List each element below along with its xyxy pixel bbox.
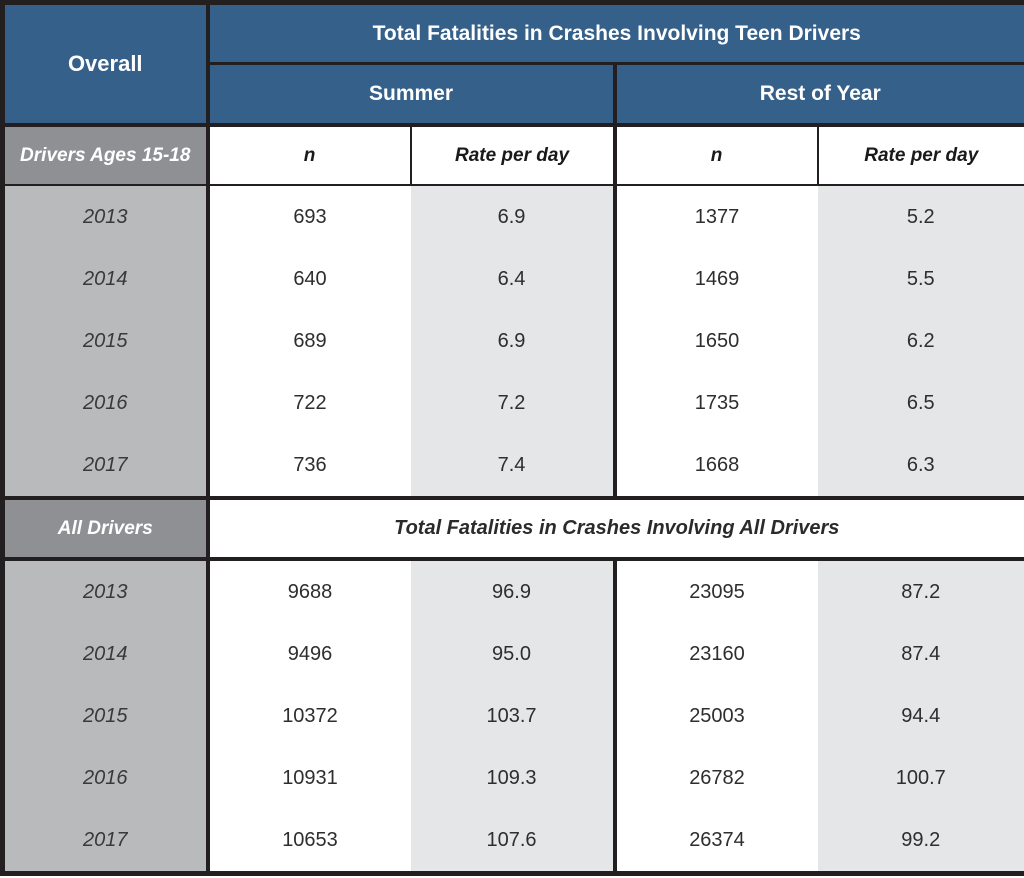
summer-rate-cell: 6.4	[410, 248, 617, 310]
rest-of-year-rate-cell: 6.3	[817, 434, 1024, 500]
table-row: 2014 9496 95.0 23160 87.4	[2, 623, 1024, 685]
rest-of-year-n-cell: 1668	[614, 434, 818, 500]
header-row-groups: Summer Rest of Year	[3, 63, 1024, 127]
year-cell: 2013	[2, 559, 210, 623]
summer-rate-cell: 109.3	[410, 747, 617, 809]
summer-rate-cell: 6.9	[410, 185, 617, 248]
rest-of-year-rate-cell: 5.5	[817, 248, 1024, 310]
summer-n-header: n	[207, 125, 412, 186]
table-row: 2016 722 7.2 1735 6.5	[2, 372, 1024, 434]
rest-of-year-rate-cell: 94.4	[817, 685, 1024, 747]
summer-n-cell: 736	[207, 434, 411, 500]
teen-row-header: Drivers Ages 15-18	[2, 125, 210, 186]
summer-n-cell: 9496	[207, 623, 411, 685]
year-cell: 2014	[2, 248, 210, 310]
table-row: 2015 689 6.9 1650 6.2	[2, 310, 1024, 372]
all-drivers-band: All Drivers Total Fatalities in Crashes …	[2, 498, 1024, 561]
rest-of-year-n-cell: 26782	[614, 747, 818, 809]
summer-rate-cell: 95.0	[410, 623, 617, 685]
summer-n-cell: 9688	[207, 559, 411, 623]
rest-of-year-rate-cell: 100.7	[817, 747, 1024, 809]
rest-of-year-rate-cell: 87.4	[817, 623, 1024, 685]
summer-rate-cell: 107.6	[410, 809, 617, 874]
teen-drivers-rows: 2013 693 6.9 1377 5.2 2014 640 6.4 1469 5.5 2015 68…	[2, 185, 1024, 500]
rest-of-year-rate-header: Rate per day	[817, 125, 1024, 186]
rest-of-year-n-cell: 1469	[614, 248, 818, 310]
year-cell: 2017	[2, 434, 210, 500]
rest-of-year-rate-cell: 6.2	[817, 310, 1024, 372]
rest-of-year-rate-cell: 99.2	[817, 809, 1024, 874]
year-cell: 2015	[2, 685, 210, 747]
rest-of-year-n-cell: 1650	[614, 310, 818, 372]
table-row: 2013 9688 96.9 23095 87.2	[2, 559, 1024, 623]
all-drivers-section-title: Total Fatalities in Crashes Involving Al…	[207, 498, 1024, 561]
rest-of-year-n-header: n	[614, 125, 819, 186]
header-row-columns: Drivers Ages 15-18 n Rate per day n Rate…	[2, 125, 1024, 186]
summer-group-header: Summer	[207, 63, 617, 127]
table-row: 2014 640 6.4 1469 5.5	[2, 248, 1024, 310]
all-drivers-header-row: All Drivers Total Fatalities in Crashes …	[2, 498, 1024, 561]
summer-rate-cell: 7.4	[410, 434, 617, 500]
summer-n-cell: 693	[207, 185, 411, 248]
year-cell: 2016	[2, 747, 210, 809]
teen-section-title: Total Fatalities in Crashes Involving Te…	[207, 2, 1024, 65]
all-drivers-row-header: All Drivers	[2, 498, 210, 561]
year-cell: 2016	[2, 372, 210, 434]
summer-rate-cell: 103.7	[410, 685, 617, 747]
rest-of-year-rate-cell: 6.5	[817, 372, 1024, 434]
year-cell: 2014	[2, 623, 210, 685]
rest-of-year-n-cell: 1377	[614, 185, 818, 248]
summer-n-cell: 640	[207, 248, 411, 310]
summer-n-cell: 10931	[207, 747, 411, 809]
table-row: 2017 736 7.4 1668 6.3	[2, 434, 1024, 500]
summer-rate-cell: 6.9	[410, 310, 617, 372]
rest-of-year-n-cell: 26374	[614, 809, 818, 874]
summer-n-cell: 722	[207, 372, 411, 434]
year-cell: 2015	[2, 310, 210, 372]
year-cell: 2013	[2, 185, 210, 248]
summer-rate-cell: 96.9	[410, 559, 617, 623]
summer-n-cell: 10372	[207, 685, 411, 747]
rest-of-year-n-cell: 25003	[614, 685, 818, 747]
summer-n-cell: 689	[207, 310, 411, 372]
table-row: 2016 10931 109.3 26782 100.7	[2, 747, 1024, 809]
table-row: 2015 10372 103.7 25003 94.4	[2, 685, 1024, 747]
rest-of-year-n-cell: 23095	[614, 559, 818, 623]
table-row: 2013 693 6.9 1377 5.2	[2, 185, 1024, 248]
overall-header-cell: Overall	[2, 2, 210, 127]
summer-n-cell: 10653	[207, 809, 411, 874]
rest-of-year-n-cell: 23160	[614, 623, 818, 685]
rest-of-year-rate-cell: 87.2	[817, 559, 1024, 623]
all-drivers-rows: 2013 9688 96.9 23095 87.2 2014 9496 95.0 23160 87…	[2, 559, 1024, 874]
table-row: 2017 10653 107.6 26374 99.2	[2, 809, 1024, 874]
rest-of-year-n-cell: 1735	[614, 372, 818, 434]
year-cell: 2017	[2, 809, 210, 874]
header-row-title: Overall Total Fatalities in Crashes Invo…	[2, 2, 1024, 127]
rest-of-year-group-header: Rest of Year	[614, 63, 1024, 127]
summer-rate-header: Rate per day	[410, 125, 617, 186]
summer-rate-cell: 7.2	[410, 372, 617, 434]
rest-of-year-rate-cell: 5.2	[817, 185, 1024, 248]
